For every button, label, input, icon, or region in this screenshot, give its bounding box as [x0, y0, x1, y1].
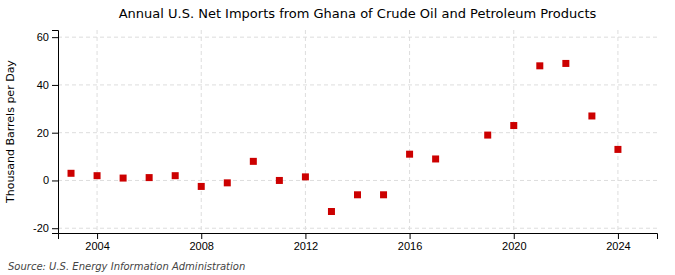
point [276, 177, 283, 184]
point [406, 151, 413, 158]
x-tick-label: 2024 [606, 240, 630, 252]
y-grid-line [58, 84, 657, 85]
grid [58, 30, 657, 233]
x-axis: 2004 2008 2012 2016 2020 2024 [59, 233, 658, 252]
y-grid-line [58, 37, 657, 38]
y-tick-mark [52, 180, 58, 181]
y-tick: 60 [37, 31, 58, 43]
y-tick-label: 60 [37, 31, 49, 43]
x-tick-mark [201, 233, 202, 239]
plot: 2004 2008 2012 2016 2020 2024 -20 0 20 40 60 [33, 30, 657, 252]
y-tick: 20 [37, 127, 58, 139]
x-grid-line [97, 30, 98, 233]
point [510, 122, 517, 129]
x-grid-line [305, 30, 306, 233]
y-tick-mark [52, 228, 58, 229]
point [484, 132, 491, 139]
x-grid-line [409, 30, 410, 233]
point [198, 183, 205, 190]
point [250, 158, 257, 165]
point [302, 173, 309, 180]
y-tick: 0 [43, 174, 58, 186]
x-tick-mark [305, 233, 306, 239]
y-axis: -20 0 20 40 60 [33, 31, 58, 235]
x-tick: 2020 [502, 233, 526, 252]
y-grid-line [58, 228, 657, 229]
x-tick: 2008 [189, 233, 213, 252]
y-axis-title: Thousand Barrels per Day [4, 60, 17, 204]
point [94, 172, 101, 179]
y-tick-label: 20 [37, 127, 49, 139]
x-tick-mark [618, 233, 619, 239]
x-grid-line [617, 30, 618, 233]
x-tick: 2004 [85, 233, 109, 252]
x-grid-line [513, 30, 514, 233]
point [614, 146, 621, 153]
y-tick-mark [52, 133, 58, 134]
point [328, 208, 335, 215]
x-tick-label: 2008 [189, 240, 213, 252]
points [68, 60, 622, 215]
x-tick-label: 2016 [398, 240, 422, 252]
y-tick: -20 [33, 222, 58, 234]
point [380, 191, 387, 198]
x-tick: 2016 [398, 233, 422, 252]
point [120, 175, 127, 182]
y-tick-label: 40 [37, 79, 49, 91]
point [146, 174, 153, 181]
y-tick: 40 [37, 79, 58, 91]
point [536, 62, 543, 69]
point [68, 170, 75, 177]
x-axis-line [59, 234, 658, 240]
x-tick-mark [514, 233, 515, 239]
y-tick-mark [52, 37, 58, 38]
x-tick-label: 2020 [502, 240, 526, 252]
y-axis-line [52, 31, 59, 234]
point [354, 191, 361, 198]
x-tick: 2024 [606, 233, 630, 252]
x-tick-mark [410, 233, 411, 239]
point [588, 112, 595, 119]
y-tick-label: 0 [43, 174, 49, 186]
point [562, 60, 569, 67]
y-grid-line [58, 132, 657, 133]
source: Source: U.S. Energy Information Administ… [8, 261, 245, 272]
point [172, 172, 179, 179]
x-grid-line [201, 30, 202, 233]
x-tick-label: 2012 [294, 240, 318, 252]
point [432, 155, 439, 162]
y-tick-label: -20 [33, 222, 49, 234]
x-tick: 2012 [294, 233, 318, 252]
title: Annual U.S. Net Imports from Ghana of Cr… [119, 6, 597, 21]
point [224, 179, 231, 186]
x-tick-label: 2004 [85, 240, 109, 252]
y-tick-mark [52, 85, 58, 86]
chart: 2004 2008 2012 2016 2020 2024 -20 0 20 40 60 Annual… [0, 0, 675, 275]
x-tick-mark [97, 233, 98, 239]
